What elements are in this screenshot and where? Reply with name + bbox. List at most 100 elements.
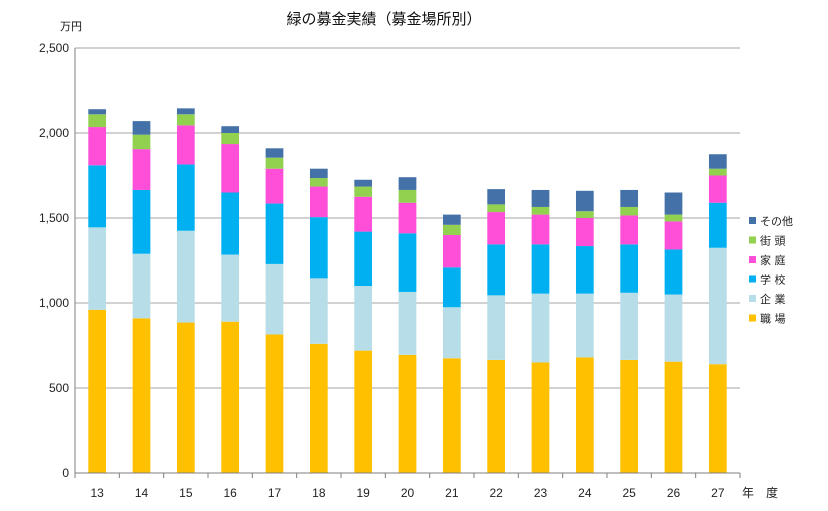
x-tick-label: 27 (711, 486, 725, 500)
bar-segment (708, 202, 727, 248)
bar-segment (664, 249, 683, 295)
bar-segment (575, 190, 594, 212)
bar-segment (531, 244, 550, 294)
bar-segment (132, 318, 151, 473)
bar-segment (575, 246, 594, 294)
bar-segment (398, 291, 417, 355)
bar-segment (664, 294, 683, 362)
legend-swatch (749, 256, 756, 263)
bar-segment (221, 192, 240, 255)
bar-segment (664, 361, 683, 473)
bar-segment (398, 233, 417, 292)
bar-segment (88, 109, 107, 115)
bar-segment (309, 186, 328, 218)
bar-segment (176, 108, 195, 115)
bar-segment (88, 227, 107, 310)
bar-segment (708, 168, 727, 176)
bar-segment (620, 359, 639, 473)
bar-segment (487, 359, 506, 473)
y-axis-ticks: 0 500 1,000 1,500 2,000 2,500 (39, 41, 69, 480)
bar-segment (620, 244, 639, 293)
bar-segment (575, 218, 594, 247)
legend-swatch (749, 275, 756, 283)
bars (88, 108, 727, 473)
bar-segment (620, 215, 639, 245)
bar-segment (221, 133, 240, 145)
y-tick-label: 1,000 (39, 296, 69, 310)
legend-swatch (749, 314, 756, 322)
bar-segment (398, 354, 417, 473)
x-axis-title: 年 度 (742, 485, 778, 500)
bar-segment (176, 164, 195, 231)
x-tick-label: 15 (179, 486, 193, 500)
bar-segment (176, 114, 195, 126)
bar-segment (708, 175, 727, 203)
bar-segment (88, 114, 107, 128)
bar-segment (487, 204, 506, 213)
bar-segment (265, 334, 284, 473)
legend-label: 家 庭 (760, 253, 786, 267)
x-tick-label: 16 (223, 486, 237, 500)
legend-label: その他 (760, 215, 793, 228)
x-tick-label: 23 (534, 486, 548, 500)
bar-segment (132, 134, 151, 150)
bar-segment (176, 230, 195, 323)
bar-segment (221, 321, 240, 473)
bar-segment (531, 206, 550, 215)
bar-segment (531, 189, 550, 207)
x-tick-label: 25 (622, 486, 636, 500)
legend-swatch (749, 295, 756, 302)
bar-segment (398, 177, 417, 190)
bar-segment (531, 214, 550, 245)
bar-segment (664, 214, 683, 222)
bar-segment (88, 127, 107, 166)
bar-segment (620, 292, 639, 360)
y-tick-label: 2,000 (39, 126, 69, 140)
bar-segment (664, 221, 683, 250)
x-tick-label: 26 (667, 486, 681, 500)
x-tick-label: 22 (489, 486, 503, 500)
x-axis-ticks: 13 14 15 16 17 18 19 20 21 22 23 24 25 26 27 (74, 473, 741, 500)
bar-segment (132, 149, 151, 190)
legend-label: 学 校 (760, 273, 786, 287)
x-tick-label: 14 (135, 486, 149, 500)
y-tick-label: 0 (62, 466, 69, 480)
x-tick-label: 17 (268, 486, 282, 500)
x-tick-label: 21 (445, 486, 459, 500)
legend-label: 職 場 (760, 313, 786, 326)
y-tick-label: 2,500 (39, 41, 69, 55)
bar-segment (265, 148, 284, 158)
bar-segment (398, 189, 417, 203)
bar-segment (354, 350, 373, 473)
bar-segment (265, 168, 284, 204)
bar-segment (487, 212, 506, 245)
bar-segment (442, 214, 461, 225)
chart-title: 緑の募金実績（募金場所別） (286, 10, 481, 28)
bar-segment (309, 343, 328, 473)
bar-segment (309, 168, 328, 179)
bar-segment (309, 217, 328, 279)
bar-segment (620, 189, 639, 207)
bar-segment (221, 254, 240, 322)
bar-segment (354, 186, 373, 197)
legend-label: 街 頭 (760, 234, 786, 248)
x-tick-label: 20 (401, 486, 415, 500)
bar-segment (354, 196, 373, 232)
bar-segment (442, 267, 461, 308)
legend-label: 企 業 (760, 292, 786, 306)
bar-segment (575, 357, 594, 473)
bar-segment (708, 154, 727, 169)
bar-segment (442, 307, 461, 359)
bar-segment (487, 244, 506, 296)
bar-segment (575, 211, 594, 218)
bar-segment (531, 293, 550, 363)
bar-segment (309, 278, 328, 344)
y-axis-unit-label: 万円 (60, 20, 82, 33)
bar-segment (354, 286, 373, 351)
bar-segment (664, 192, 683, 215)
legend-swatch (749, 236, 756, 244)
bar-segment (265, 203, 284, 264)
bar-segment (708, 364, 727, 473)
